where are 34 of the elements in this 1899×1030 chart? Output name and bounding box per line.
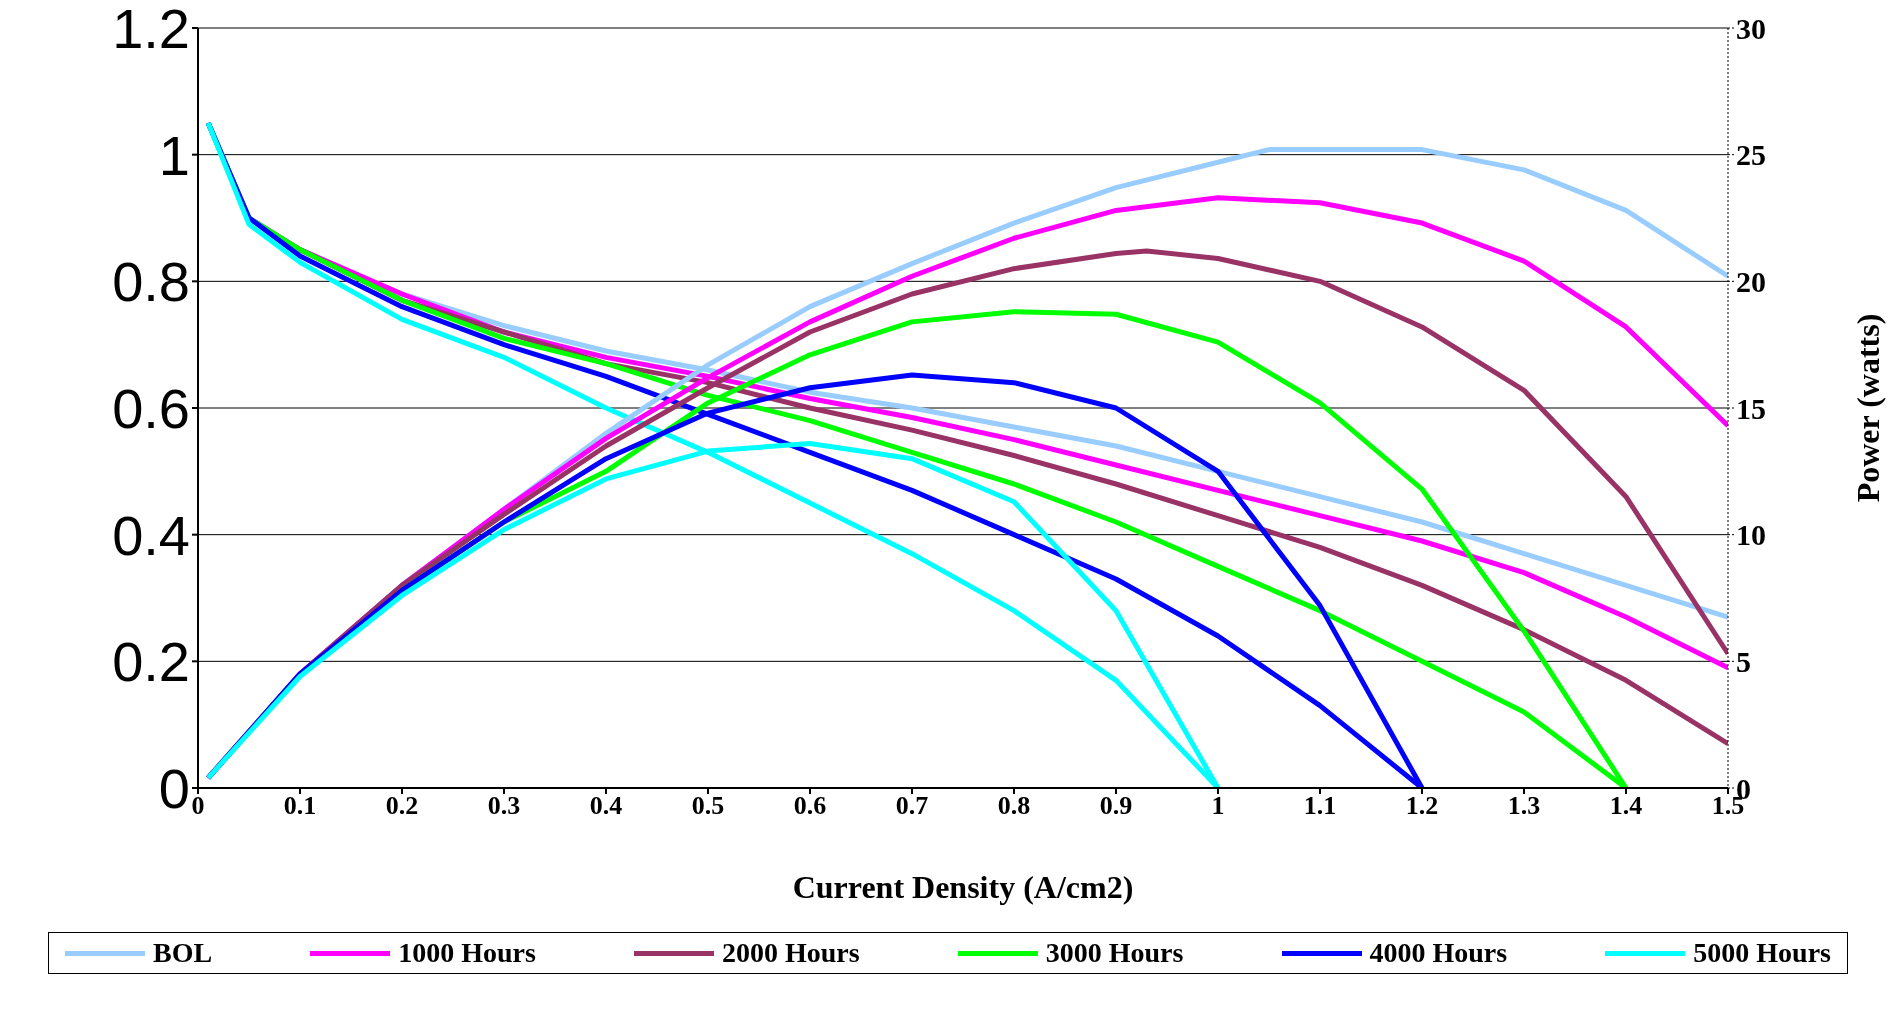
- x-tick-label: 0.4: [589, 791, 623, 821]
- legend-label: BOL: [152, 937, 213, 969]
- x-tick-label: 0.9: [1099, 791, 1133, 821]
- x-tick-label: 0.6: [793, 791, 827, 821]
- legend-label: 2000 Hours: [721, 937, 860, 969]
- y2-tick-label: 25: [1736, 138, 1766, 172]
- y-tick-label: 1.2: [112, 0, 190, 60]
- legend-label: 4000 Hours: [1368, 937, 1508, 969]
- x-tick-label: 0.7: [895, 791, 929, 821]
- y2-tick-label: 30: [1736, 11, 1766, 45]
- y2-axis-title: Power (watts): [1850, 313, 1887, 503]
- legend-label: 3000 Hours: [1044, 937, 1184, 969]
- y-tick-label: 0.8: [112, 250, 190, 314]
- x-tick-label: 0.8: [997, 791, 1031, 821]
- y-tick-label: 1: [158, 123, 190, 187]
- x-tick-label: 1.3: [1507, 791, 1541, 821]
- x-tick-label: 0.2: [385, 791, 419, 821]
- x-tick-label: 1: [1211, 791, 1225, 821]
- y2-tick-label: 5: [1736, 644, 1751, 678]
- y-tick-label: 0.2: [112, 630, 190, 694]
- legend-label: 1000 Hours: [397, 937, 536, 969]
- x-tick-label: 0.3: [487, 791, 521, 821]
- y-tick-label: 0.6: [112, 376, 190, 440]
- y-tick-label: 0.4: [112, 503, 190, 567]
- x-tick-label: 0.5: [691, 791, 725, 821]
- y2-tick-label: 20: [1736, 264, 1766, 298]
- x-tick-label: 1.1: [1303, 791, 1337, 821]
- x-tick-label: 1.2: [1405, 791, 1439, 821]
- y2-tick-label: 10: [1736, 518, 1766, 552]
- x-tick-label: 0.1: [283, 791, 317, 821]
- x-tick-label: 1.4: [1609, 791, 1643, 821]
- x-axis-title: Current Density (A/cm2): [792, 869, 1134, 905]
- y2-tick-label: 15: [1736, 391, 1766, 425]
- legend-label: 5000 Hours: [1692, 937, 1831, 969]
